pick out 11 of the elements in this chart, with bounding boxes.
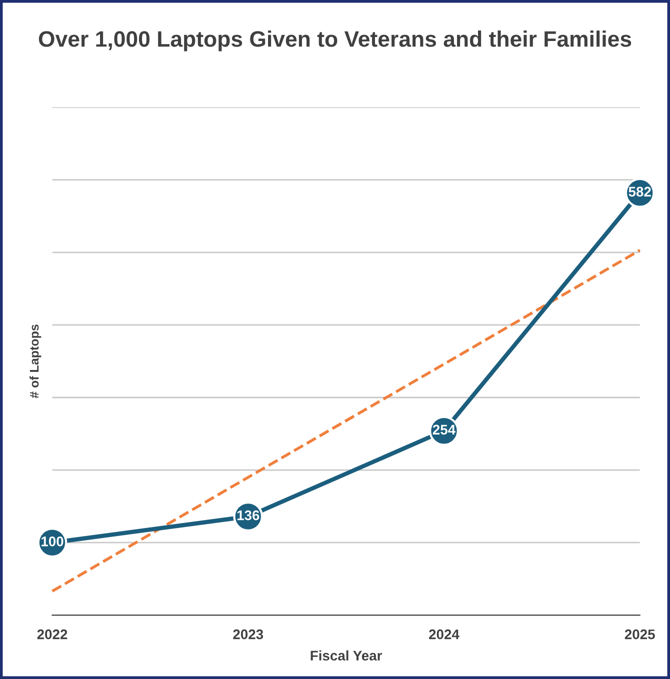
- data-label: 254: [432, 424, 456, 435]
- x-tick-label: 2025: [624, 629, 655, 640]
- data-label: 100: [42, 536, 64, 546]
- x-tick-label: 2024: [429, 629, 460, 640]
- x-axis-title: Fiscal Year: [310, 650, 382, 661]
- x-tick-label: 2022: [37, 629, 68, 640]
- chart-title: Over 1,000 Laptops Given to Veterans and their Families: [38, 30, 632, 52]
- data-label: 582: [628, 186, 651, 197]
- x-tick-label: 2023: [233, 629, 264, 640]
- y-axis-title: # of Laptops: [29, 324, 42, 398]
- data-label: 136: [237, 510, 260, 520]
